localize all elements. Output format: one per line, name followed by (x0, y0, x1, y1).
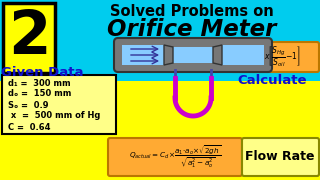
Polygon shape (164, 45, 173, 65)
FancyBboxPatch shape (114, 38, 272, 72)
Text: Orifice Meter: Orifice Meter (107, 19, 277, 42)
FancyBboxPatch shape (173, 47, 213, 63)
FancyBboxPatch shape (242, 138, 319, 176)
FancyBboxPatch shape (0, 81, 320, 180)
Text: $h = x\!\left[\dfrac{S_{Hg}}{S_{oil}}\!-\!1\right]$: $h = x\!\left[\dfrac{S_{Hg}}{S_{oil}}\!-… (250, 45, 300, 69)
Text: Given Data: Given Data (1, 66, 83, 80)
FancyBboxPatch shape (122, 45, 164, 65)
FancyBboxPatch shape (0, 0, 320, 81)
Text: x  =  500 mm of Hg: x = 500 mm of Hg (8, 111, 100, 120)
Text: Sₒ =  0.9: Sₒ = 0.9 (8, 100, 49, 109)
Text: Solved Problems on: Solved Problems on (110, 4, 274, 19)
Text: 2: 2 (8, 8, 50, 68)
FancyBboxPatch shape (231, 42, 319, 72)
Text: C⁤ =  0.64: C⁤ = 0.64 (8, 123, 51, 132)
FancyBboxPatch shape (222, 45, 264, 65)
FancyBboxPatch shape (3, 3, 55, 73)
Text: Flow Rate: Flow Rate (245, 150, 315, 163)
Text: d₁ =  300 mm: d₁ = 300 mm (8, 78, 71, 87)
Polygon shape (213, 45, 222, 65)
Text: Calculate: Calculate (237, 73, 307, 87)
Text: dₒ =  150 mm: dₒ = 150 mm (8, 89, 71, 98)
FancyBboxPatch shape (108, 138, 242, 176)
Text: $Q_{actual}=C_d\!\times\!\dfrac{a_1{\cdot}a_o\!\times\!\sqrt{2gh}}{\sqrt{a_1^2-a: $Q_{actual}=C_d\!\times\!\dfrac{a_1{\cdo… (129, 143, 221, 170)
FancyBboxPatch shape (2, 75, 116, 134)
